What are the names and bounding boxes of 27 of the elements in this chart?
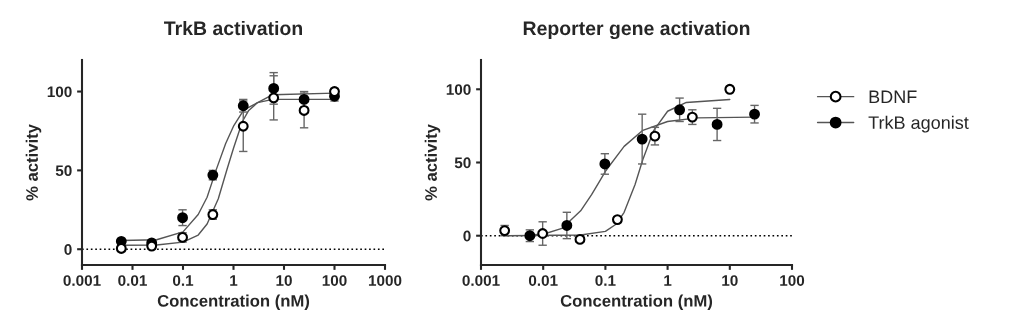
legend-label: TrkB agonist (868, 115, 969, 133)
y-tick-label: 100 (446, 84, 471, 95)
x-tick-label: 1 (664, 275, 672, 286)
x-tick-label: 100 (780, 275, 805, 286)
x-tick-label: 10 (722, 275, 738, 286)
x-axis-title: Concentration (nM) (157, 294, 310, 311)
chart-title: Reporter gene activation (523, 20, 750, 40)
y-axis-title: % activity (424, 124, 441, 201)
x-tick-label: 0.001 (63, 275, 101, 286)
x-tick-label: 1 (230, 275, 238, 286)
y-tick-label: 50 (55, 165, 72, 177)
y-tick-label: 100 (47, 86, 72, 98)
x-tick-label: 10 (276, 275, 292, 286)
x-tick-label: 100 (322, 275, 347, 286)
x-tick-label: 0.01 (528, 275, 558, 286)
y-axis-title: % activity (25, 124, 42, 201)
y-tick-label: 0 (64, 244, 72, 255)
x-tick-label: 0.1 (172, 275, 194, 286)
y-tick-label: 0 (463, 230, 471, 242)
legend-label: BDNF (869, 90, 917, 103)
x-tick-label: 0.1 (595, 275, 616, 286)
x-tick-label: 0.01 (118, 275, 147, 286)
chart-title: TrkB activation (164, 20, 302, 36)
x-axis-title: Concentration (nM) (560, 294, 713, 311)
x-tick-label: 1000 (368, 275, 402, 286)
x-tick-label: 0.001 (462, 275, 500, 286)
y-tick-label: 50 (454, 157, 471, 169)
